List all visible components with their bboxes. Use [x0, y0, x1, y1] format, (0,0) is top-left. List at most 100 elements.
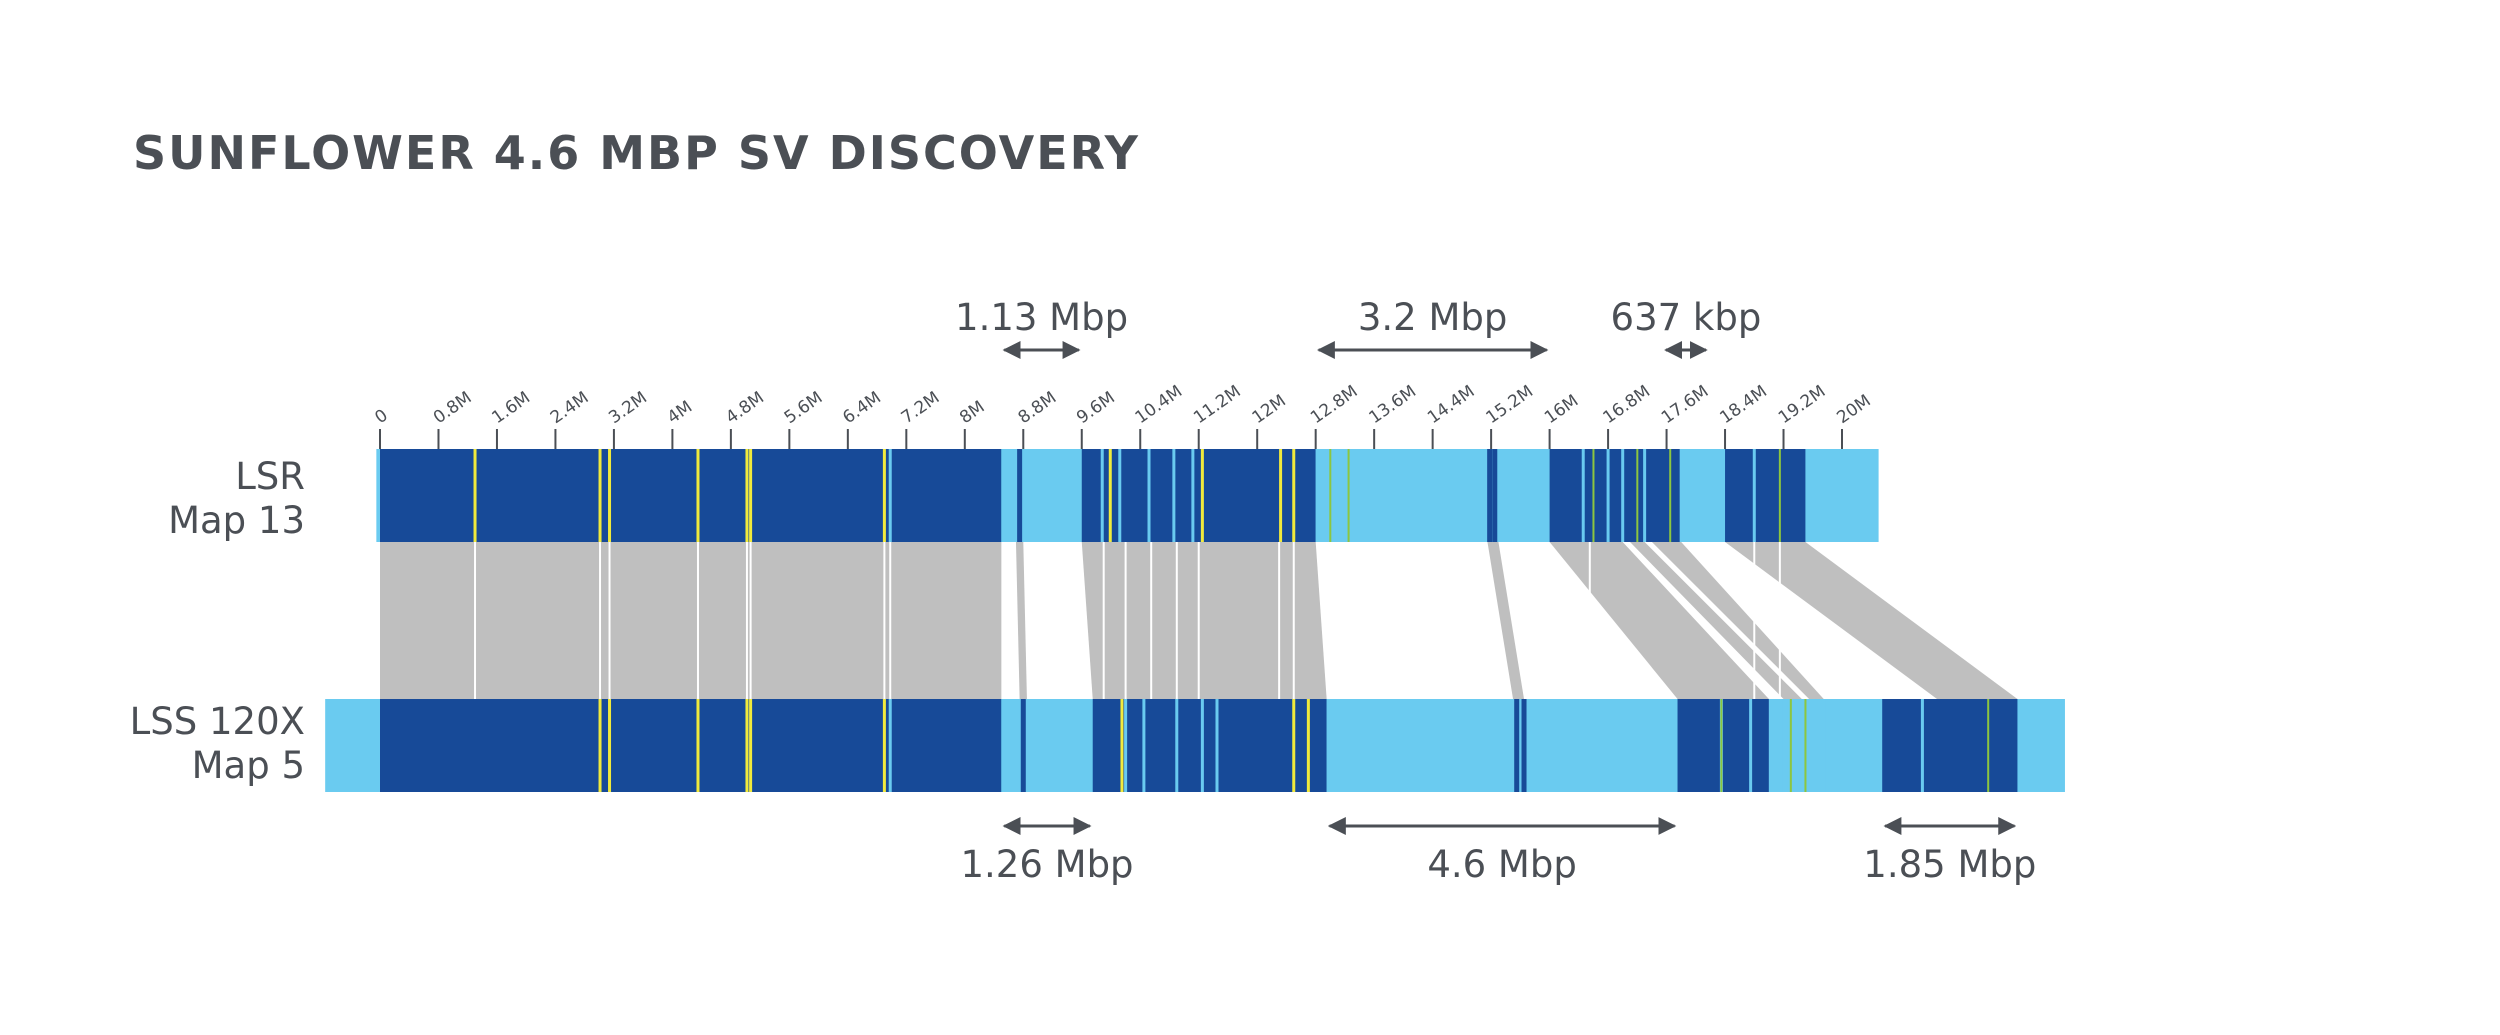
bottom-green-mark	[1987, 699, 1990, 792]
top-light-mark	[1147, 449, 1151, 542]
axis-layer: 0 0.8M 1.6M 2.4M 3.2M 4M 4.8M 5.6M 6.4M 7.2M 8M 8.8…	[371, 382, 1875, 449]
alignment-band	[1015, 542, 1027, 699]
top-yellow-mark	[598, 449, 602, 542]
axis-tick-label: 18.4M	[1716, 382, 1771, 429]
map-layer	[325, 449, 2065, 792]
top-light-mark	[1643, 449, 1647, 542]
bottom-map-block	[1882, 699, 2018, 792]
alignment-band	[1487, 542, 1525, 699]
top-map-block	[1001, 449, 1082, 542]
top-green-mark	[1592, 449, 1595, 542]
axis-tick-label: 20M	[1833, 391, 1874, 428]
axis-tick-label: 10.4M	[1132, 382, 1187, 429]
bottom-yellow-mark	[608, 699, 612, 792]
axis-tick-label: 17.6M	[1658, 382, 1713, 429]
top-map-block	[380, 449, 1002, 542]
axis-tick-label: 11.2M	[1190, 382, 1245, 429]
bottom-light-mark	[1782, 699, 1786, 792]
axis-tick-label: 7.2M	[898, 388, 944, 428]
bottom-map-block	[1326, 699, 1678, 792]
bottom-yellow-mark	[1120, 699, 1124, 792]
top-measure-label: 1.13 Mbp	[955, 296, 1128, 339]
axis-tick-label: 12M	[1249, 391, 1290, 428]
top-green-mark	[1636, 449, 1639, 542]
bottom-green-mark	[1789, 699, 1792, 792]
alignment-band	[1725, 542, 2018, 699]
top-yellow-mark	[473, 449, 477, 542]
bottom-light-mark	[1822, 699, 1826, 792]
top-measure-label: 637 kbp	[1611, 296, 1762, 339]
top-yellow-mark	[882, 449, 886, 542]
axis-tick-label: 3.2M	[605, 388, 651, 428]
bottom-dark-mark	[1521, 699, 1527, 792]
top-light-mark	[1581, 449, 1585, 542]
bottom-green-mark	[1720, 699, 1723, 792]
top-light-mark	[1172, 449, 1176, 542]
bottom-map-id: Map 5	[191, 744, 305, 787]
top-green-mark	[1669, 449, 1672, 542]
bottom-light-mark	[1175, 699, 1179, 792]
axis-tick-label: 12.8M	[1307, 382, 1362, 429]
bottom-light-mark	[1215, 699, 1219, 792]
top-yellow-mark	[1279, 449, 1283, 542]
top-light-mark	[1752, 449, 1756, 542]
bottom-light-mark	[888, 699, 892, 792]
axis-tick-label: 16.8M	[1599, 382, 1654, 429]
top-yellow-mark	[696, 449, 700, 542]
top-yellow-mark	[1108, 449, 1112, 542]
top-light-mark	[1606, 449, 1610, 542]
axis-tick-label: 13.6M	[1366, 382, 1421, 429]
bottom-light-mark	[1920, 699, 1924, 792]
bottom-map-label: LSS 120X Map 5	[130, 700, 305, 788]
axis-tick-label: 0.8M	[430, 388, 476, 428]
top-light-mark	[1621, 449, 1625, 542]
bottom-map-block	[380, 699, 1002, 792]
axis-tick-label: 5.6M	[781, 388, 827, 428]
top-yellow-mark	[745, 449, 749, 542]
bottom-light-mark	[1124, 699, 1128, 792]
top-yellow-mark	[1292, 449, 1296, 542]
figure-title: SUNFLOWER 4.6 MBP SV DISCOVERY	[133, 126, 1140, 180]
bottom-yellow-mark	[696, 699, 700, 792]
bottom-measure-label: 1.26 Mbp	[961, 843, 1134, 886]
bottom-map-block	[1092, 699, 1327, 792]
axis-tick-label: 4.8M	[722, 388, 768, 428]
top-map-name: LSR	[235, 455, 305, 498]
top-light-mark	[1100, 449, 1104, 542]
top-dark-mark	[1492, 449, 1498, 542]
axis-tick-label: 2.4M	[547, 388, 593, 428]
top-light-mark	[888, 449, 892, 542]
bottom-map-block	[1677, 699, 1769, 792]
axis-tick-label: 8.8M	[1015, 388, 1061, 428]
bottom-measure-label: 1.85 Mbp	[1863, 843, 2036, 886]
top-light-mark	[1118, 449, 1122, 542]
bottom-light-mark	[1142, 699, 1146, 792]
top-yellow-mark	[1200, 449, 1204, 542]
bottom-light-mark	[1749, 699, 1753, 792]
top-map-id: Map 13	[168, 499, 305, 542]
axis-tick-label: 16M	[1541, 391, 1582, 428]
axis-tick-label: 19.2M	[1775, 382, 1830, 429]
axis-tick-label: 1.6M	[488, 388, 534, 428]
top-yellow-mark	[608, 449, 612, 542]
bottom-yellow-mark	[882, 699, 886, 792]
top-dark-mark	[1487, 449, 1493, 542]
bottom-measure-label: 4.6 Mbp	[1427, 843, 1577, 886]
alignment-band	[1549, 542, 1769, 699]
top-map-block	[1315, 449, 1550, 542]
alignment-band	[1630, 542, 1802, 699]
top-map-label: LSR Map 13	[168, 455, 305, 543]
bottom-dark-mark	[1514, 699, 1520, 792]
bottom-dark-mark	[1020, 699, 1026, 792]
top-green-mark	[1329, 449, 1332, 542]
top-light-mark	[1679, 449, 1683, 542]
bottom-yellow-mark	[1306, 699, 1310, 792]
bottom-map-block	[1001, 699, 1093, 792]
bottom-yellow-mark	[1292, 699, 1296, 792]
bottom-green-mark	[1804, 699, 1807, 792]
axis-tick-label: 8M	[956, 397, 988, 428]
top-map-block	[1549, 449, 1682, 542]
axis-tick-label: 6.4M	[839, 388, 885, 428]
